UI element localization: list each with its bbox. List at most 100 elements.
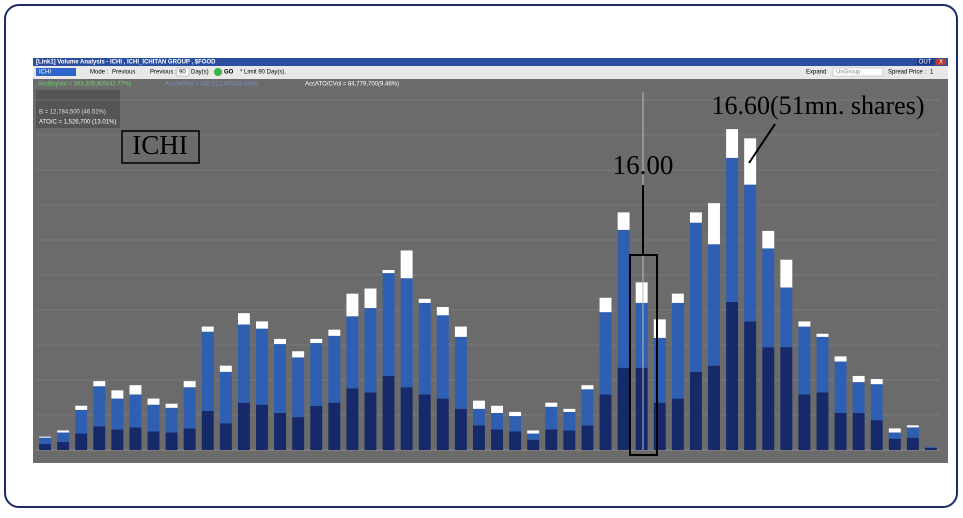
bar-segment	[111, 398, 124, 430]
go-button[interactable]: GO	[224, 70, 234, 76]
bar-segment	[563, 430, 576, 450]
bar-segment	[726, 301, 739, 450]
mode-value[interactable]: Previous	[112, 70, 135, 76]
bar-segment	[798, 394, 811, 450]
bar-segment	[346, 293, 359, 317]
bar-segment	[888, 432, 901, 439]
days-unit: Day(s)	[191, 70, 209, 76]
bar-segment	[726, 129, 739, 158]
bar-segment	[418, 394, 431, 450]
bar-segment	[147, 404, 160, 432]
bar-segment	[328, 402, 341, 450]
ticker-annotation: ICHI	[132, 130, 188, 160]
bar-segment	[545, 402, 558, 407]
bar-segment	[708, 203, 720, 245]
bar-segment	[816, 336, 829, 393]
bar-segment	[165, 403, 178, 408]
bar-segment	[93, 426, 106, 450]
bar-segment	[39, 437, 52, 444]
bar-segment	[491, 412, 504, 430]
bar-segment	[472, 408, 485, 426]
out-button[interactable]	[917, 59, 934, 65]
bar-segment	[635, 302, 648, 368]
bar-segment	[780, 259, 793, 288]
group-select[interactable]	[832, 67, 884, 77]
bar-segment	[563, 411, 576, 431]
bar-segment	[617, 367, 630, 450]
bar-segment	[219, 365, 232, 372]
bar-segment	[906, 425, 919, 428]
bar-segment	[310, 405, 323, 450]
bar-segment	[527, 430, 540, 434]
bar-segment	[581, 389, 594, 426]
bar-segment	[165, 432, 178, 450]
bar-segment	[274, 344, 287, 413]
highlight-box	[629, 254, 658, 456]
bar-segment	[472, 400, 485, 409]
bar-segment	[382, 270, 395, 274]
bar-segment	[328, 335, 341, 403]
bar-segment	[364, 288, 377, 309]
info-line: ATO/C = 1,526,700 (13.01%)	[39, 120, 116, 126]
bar-segment	[111, 390, 124, 399]
bar-segment	[346, 316, 359, 389]
bar-segment	[653, 337, 666, 403]
bar-segment	[527, 439, 540, 450]
bar-segment	[509, 416, 522, 432]
previous-days: 90	[179, 70, 186, 76]
bar-segment	[237, 402, 250, 450]
bar-segment	[219, 423, 232, 450]
bar-segment	[762, 230, 775, 249]
bar-segment	[256, 328, 268, 405]
close-label: X	[939, 60, 943, 66]
mode-label: Mode :	[90, 70, 109, 76]
bar-segment	[129, 385, 142, 395]
bar-segment	[75, 405, 88, 410]
bar-segment	[400, 387, 413, 450]
bar-segment	[436, 398, 449, 450]
bar-segment	[292, 357, 305, 418]
bar-segment	[237, 313, 250, 325]
bar-segment	[780, 287, 793, 348]
bar-segment	[472, 425, 485, 450]
bar-segment	[129, 427, 142, 450]
bar-segment	[75, 433, 88, 450]
bar-segment	[310, 338, 323, 344]
bar-segment	[491, 429, 504, 450]
bar-segment	[454, 408, 467, 450]
info-line: B = 12,784,500 (46.51%)	[39, 110, 106, 116]
bar-segment	[689, 222, 702, 372]
bar-segment	[671, 302, 684, 399]
bar-segment	[653, 402, 666, 450]
bar-segment	[635, 367, 648, 450]
bar-segment	[147, 431, 160, 450]
bar-segment	[852, 412, 865, 450]
bar-segment	[617, 229, 630, 368]
bar-segment	[852, 382, 865, 413]
go-icon[interactable]	[214, 68, 222, 76]
bar-segment	[581, 425, 594, 450]
symbol-box[interactable]	[36, 68, 76, 76]
sell-stat: AccSellVol = 438,212,400(48.89%)	[165, 82, 258, 88]
bar-segment	[201, 410, 214, 450]
bar-segment	[201, 326, 214, 332]
bar-segment	[581, 385, 594, 390]
bar-segment	[292, 417, 305, 450]
bar-segment	[762, 347, 775, 450]
bar-segment	[888, 438, 901, 450]
bar-segment	[834, 412, 847, 450]
bar-segment	[708, 244, 720, 366]
bar-segment	[93, 381, 106, 387]
expand-button[interactable]: Expand	[806, 70, 826, 76]
bar-segment	[816, 392, 829, 450]
close-button[interactable]	[936, 59, 946, 65]
bar-segment	[147, 398, 160, 405]
bar-segment	[436, 307, 449, 316]
bar-segment	[418, 298, 431, 303]
bar-segment	[617, 212, 630, 230]
bar-segment	[798, 326, 811, 395]
bar-segment	[364, 308, 377, 393]
days-input[interactable]	[176, 67, 190, 77]
bar-segment	[798, 321, 811, 327]
